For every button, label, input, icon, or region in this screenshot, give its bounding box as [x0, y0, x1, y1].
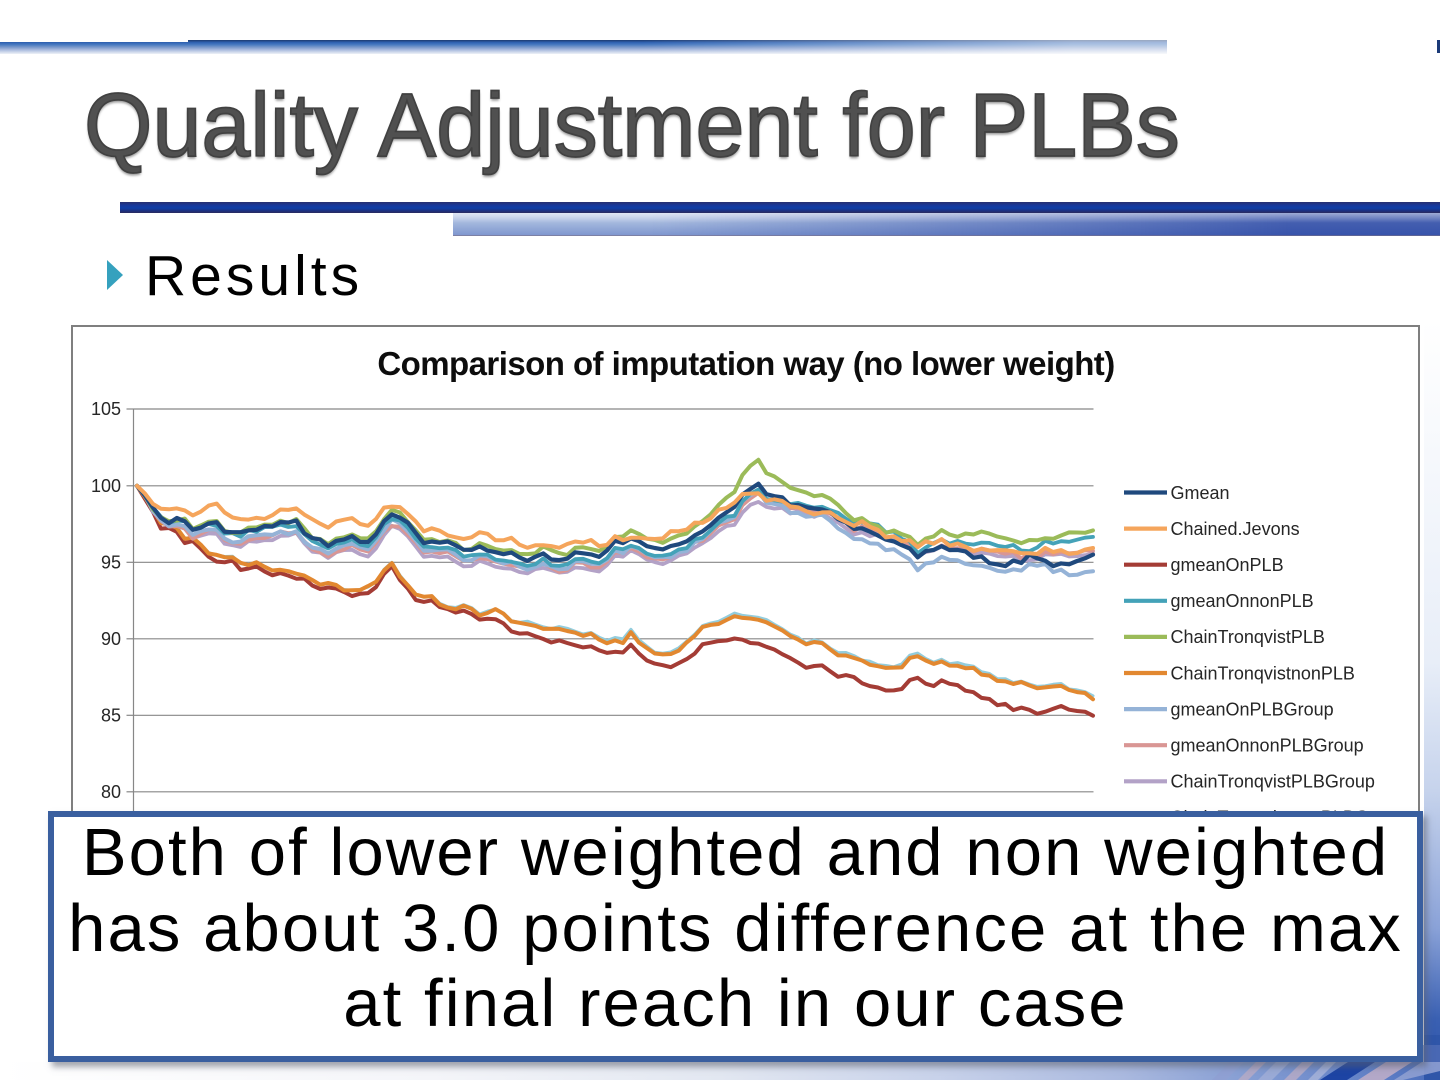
svg-text:85: 85 — [101, 706, 121, 726]
svg-text:gmeanOnnonPLB: gmeanOnnonPLB — [1171, 591, 1314, 611]
svg-text:ChainTronqvistPLB: ChainTronqvistPLB — [1171, 627, 1325, 647]
svg-text:ChainTronqvistPLBGroup: ChainTronqvistPLBGroup — [1171, 772, 1375, 792]
svg-text:gmeanOnnonPLBGroup: gmeanOnnonPLBGroup — [1171, 736, 1364, 756]
svg-text:95: 95 — [101, 553, 121, 573]
svg-text:90: 90 — [101, 629, 121, 649]
svg-text:100: 100 — [91, 476, 121, 496]
svg-text:gmeanOnPLBGroup: gmeanOnPLBGroup — [1171, 699, 1334, 719]
svg-text:Gmean: Gmean — [1171, 483, 1230, 503]
svg-text:ChainTronqvistnonPLB: ChainTronqvistnonPLB — [1171, 663, 1355, 683]
svg-text:Chained.Jevons: Chained.Jevons — [1171, 519, 1300, 539]
svg-text:105: 105 — [91, 399, 121, 419]
svg-text:80: 80 — [101, 782, 121, 802]
svg-text:gmeanOnPLB: gmeanOnPLB — [1171, 555, 1284, 575]
